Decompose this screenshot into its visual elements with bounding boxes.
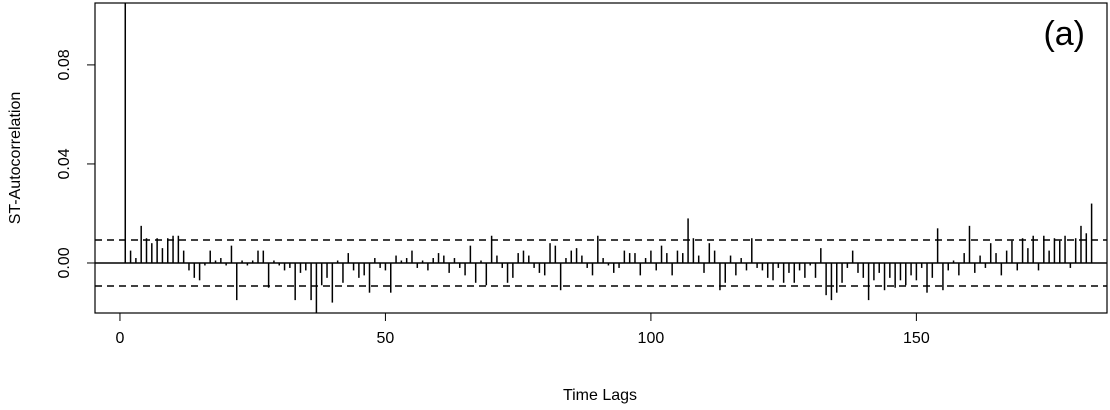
- plot-frame: [94, 2, 1108, 314]
- y-tick-label: 0.00: [56, 247, 73, 278]
- x-axis-label: Time Lags: [563, 387, 637, 404]
- y-tick-label: 0.04: [56, 148, 73, 179]
- plot-area: [95, 3, 1107, 313]
- x-tick-label: 100: [638, 330, 665, 347]
- x-tick-label: 150: [903, 330, 930, 347]
- y-tick-label: 0.08: [56, 49, 73, 80]
- x-tick-label: 50: [377, 330, 395, 347]
- x-tick-label: 0: [116, 330, 125, 347]
- y-axis-label: ST-Autocorrelation: [7, 92, 24, 225]
- annotation: (a): [1043, 15, 1085, 53]
